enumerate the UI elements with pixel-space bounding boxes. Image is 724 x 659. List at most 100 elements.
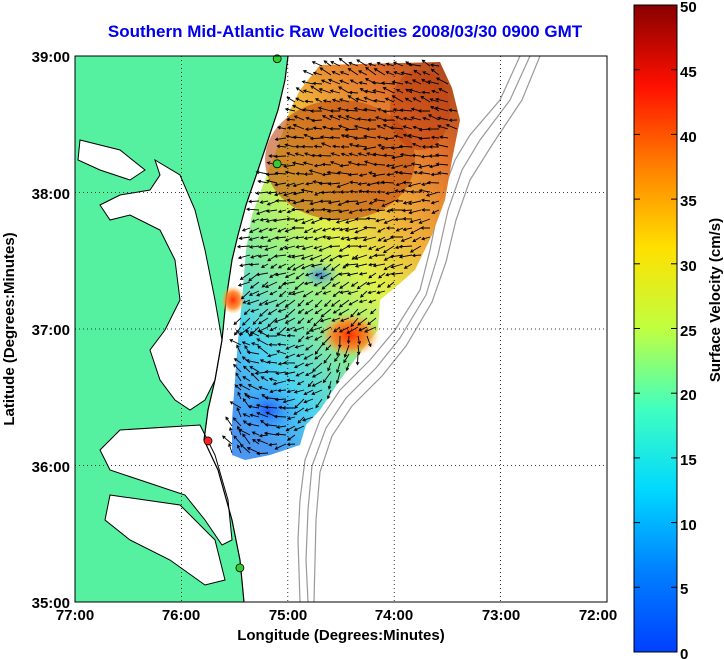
velocity-arrow (233, 317, 242, 326)
velocity-arrow (430, 200, 440, 205)
velocity-arrow (322, 290, 332, 295)
y-axis: 39:00 38:00 37:00 36:00 35:00 Latitude (… (1, 49, 70, 612)
velocity-arrow (365, 67, 377, 76)
velocity-arrow (238, 236, 251, 240)
velocity-arrow (294, 235, 305, 240)
velocity-arrow (348, 299, 359, 306)
velocity-arrow (356, 59, 368, 67)
velocity-arrow (364, 78, 377, 85)
velocity-arrow (306, 326, 314, 335)
velocity-arrow (320, 326, 332, 334)
velocity-arrow (348, 143, 359, 148)
velocity-arrow (291, 207, 305, 212)
velocity-arrow (286, 389, 296, 394)
x-tick-label: 77:00 (56, 607, 94, 624)
velocity-arrow (249, 227, 260, 233)
velocity-arrow (284, 299, 296, 308)
velocity-arrow (329, 254, 341, 262)
velocity-arrow (314, 308, 323, 315)
velocity-arrow (400, 71, 413, 76)
velocity-arrow (375, 208, 386, 213)
velocity-arrow (353, 107, 368, 112)
velocity-arrow (300, 198, 314, 203)
velocity-arrow (327, 78, 341, 85)
velocity-arrow (237, 391, 242, 400)
velocity-arrow (236, 244, 251, 249)
velocity-arrow (306, 317, 314, 324)
velocity-arrow (293, 218, 305, 223)
sound (100, 425, 232, 545)
velocity-arrow (338, 209, 350, 214)
velocity-arrow (233, 358, 242, 364)
velocity-arrow (321, 227, 332, 232)
velocity-arrow (376, 290, 386, 295)
velocity-arrow (377, 281, 386, 288)
velocity-arrow (313, 144, 323, 149)
velocity-arrow (418, 136, 431, 141)
velocity-arrow (355, 162, 368, 167)
velocity-arrow (349, 79, 359, 85)
velocity-arrow (384, 136, 395, 141)
velocity-arrow (274, 236, 287, 240)
velocity-arrow (413, 170, 422, 175)
velocity-arrow (277, 263, 287, 269)
velocity-arrow (329, 115, 341, 121)
velocity-arrow (336, 362, 341, 374)
velocity-arrow (241, 341, 251, 346)
velocity-arrow (248, 199, 260, 204)
velocity-arrow (421, 208, 431, 212)
velocity-arrow (331, 227, 341, 231)
velocity-arrow (279, 245, 287, 251)
velocity-arrow (384, 97, 395, 103)
y-tick-label: 39:00 (32, 49, 70, 66)
velocity-arrow (315, 398, 323, 409)
velocity-arrow (297, 299, 305, 307)
velocity-arrow (264, 423, 278, 427)
velocity-arrow (232, 417, 242, 427)
velocity-arrow (402, 133, 413, 139)
velocity-arrow (338, 299, 350, 308)
velocity-arrow (286, 152, 296, 157)
velocity-arrow (407, 62, 422, 67)
velocity-arrow (364, 326, 377, 333)
velocity-arrow (249, 331, 260, 337)
velocity-arrow (305, 335, 314, 340)
velocity-arrow (356, 344, 361, 356)
velocity-arrow (350, 281, 359, 287)
velocity-arrow (367, 317, 377, 326)
velocity-arrow (376, 107, 386, 112)
velocity-arrow (426, 80, 440, 85)
colorbar-tick: 20 (680, 387, 697, 404)
velocity-arrow (264, 396, 278, 400)
velocity-arrow (320, 190, 332, 195)
velocity-arrow (348, 209, 359, 214)
velocity-arrow (256, 411, 269, 418)
velocity-arrow (305, 344, 314, 351)
velocity-arrow (312, 362, 323, 372)
velocity-arrow (248, 236, 260, 241)
velocity-arrow (358, 299, 368, 304)
velocity-arrow (339, 163, 350, 168)
colorbar-tick: 30 (680, 258, 697, 275)
velocity-arrow (376, 190, 386, 194)
velocity-arrow (434, 153, 449, 158)
velocity-arrow (246, 207, 260, 212)
velocity-arrow (247, 422, 260, 427)
radar-station-marker (272, 54, 282, 64)
velocity-arrow (258, 317, 269, 325)
hotspot-west (221, 286, 245, 314)
velocity-arrow (303, 227, 314, 233)
velocity-arrow (343, 344, 350, 358)
velocity-arrow (314, 98, 323, 103)
velocity-arrow (303, 389, 314, 395)
velocity-arrow (382, 153, 395, 158)
velocity-arrow (425, 191, 440, 197)
velocity-arrow (375, 245, 386, 251)
velocity-arrow (411, 79, 422, 85)
velocity-arrow (332, 144, 341, 149)
velocity-arrow (398, 244, 413, 249)
velocity-arrow (234, 384, 242, 391)
velocity-arrow (274, 171, 287, 176)
velocity-arrow (242, 299, 251, 304)
velocity-arrow (242, 420, 251, 427)
